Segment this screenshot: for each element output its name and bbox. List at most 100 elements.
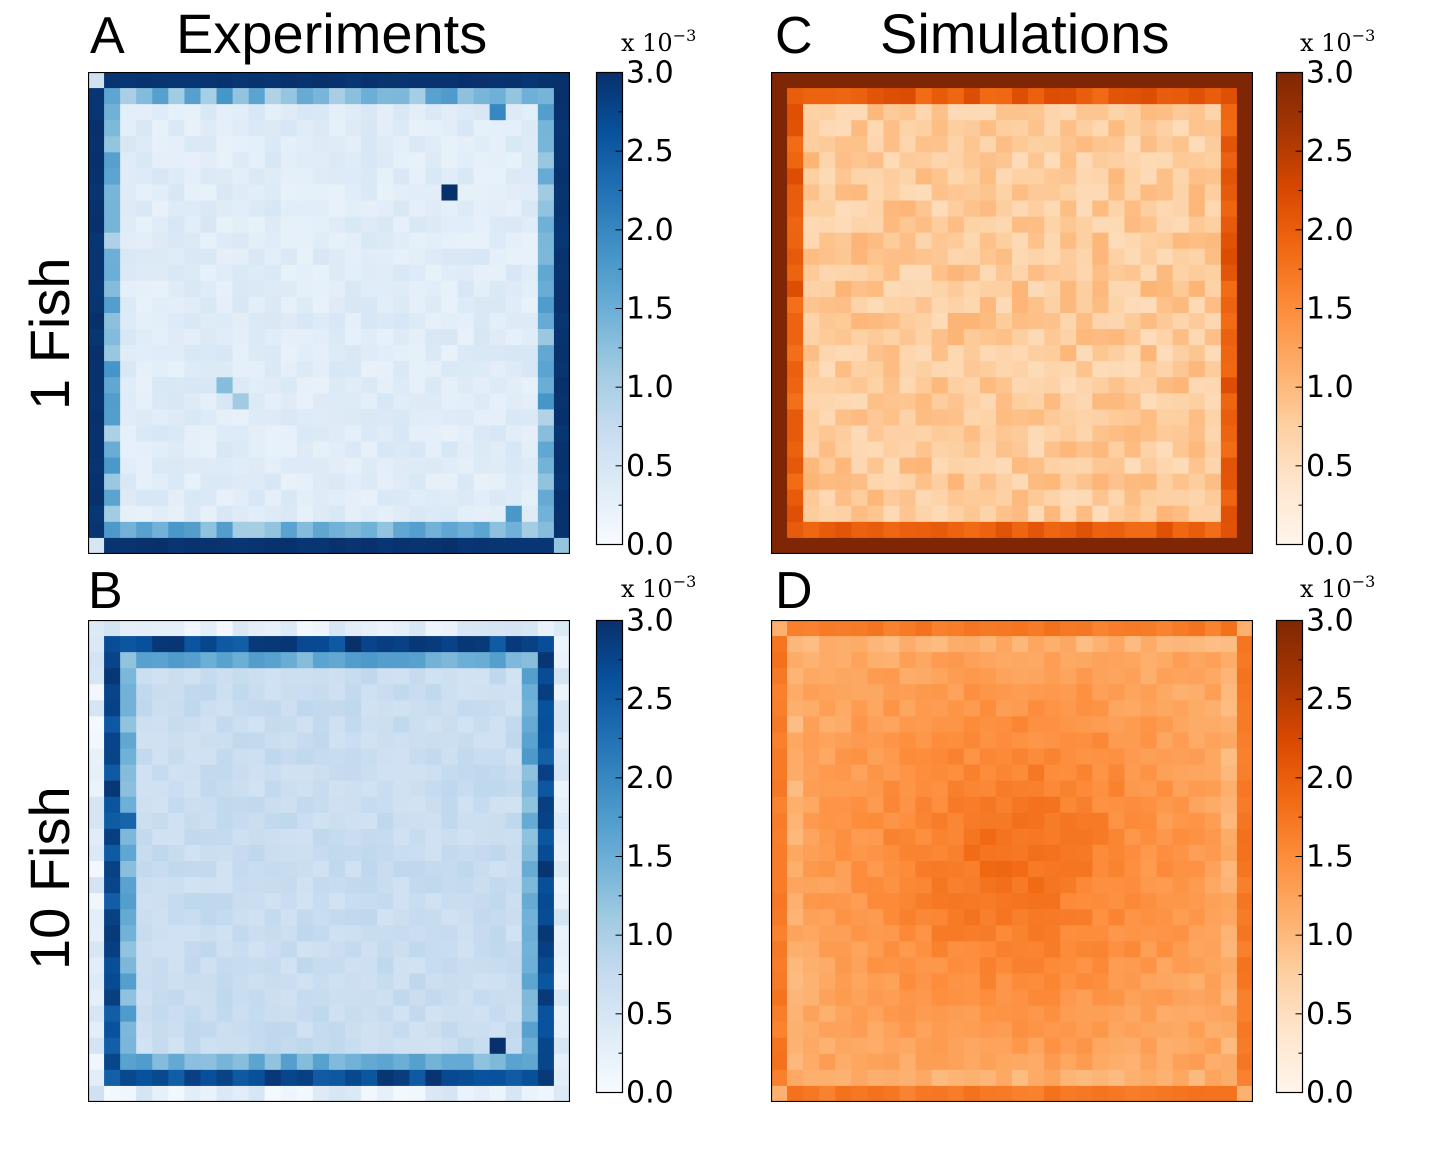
heatmap-cell: [120, 1053, 137, 1071]
heatmap-cell: [995, 700, 1013, 717]
heatmap-cell: [537, 168, 555, 186]
heatmap-cell: [521, 88, 539, 105]
heatmap-cell: [88, 393, 105, 410]
heatmap-cell: [899, 457, 917, 475]
heatmap-cell: [88, 989, 105, 1007]
heatmap-cell: [409, 636, 426, 653]
heatmap-cell: [947, 184, 965, 202]
heatmap-cell: [803, 345, 820, 362]
heatmap-cell: [296, 941, 314, 958]
heatmap-cell: [1060, 248, 1077, 266]
heatmap-cell: [1124, 457, 1142, 475]
colorbar-tick-label: 1.5: [1306, 292, 1354, 327]
heatmap-cell: [995, 636, 1013, 653]
heatmap-cell: [1236, 989, 1253, 1007]
heatmap-cell: [771, 1069, 788, 1087]
heatmap-cell: [1220, 104, 1238, 121]
heatmap-cell: [104, 909, 121, 926]
heatmap-cell: [1156, 393, 1174, 410]
heatmap-cell: [819, 716, 836, 734]
heatmap-cell: [1044, 216, 1061, 234]
heatmap-cell: [553, 1053, 570, 1071]
heatmap-cell: [819, 700, 836, 717]
heatmap-cell: [819, 1005, 836, 1023]
heatmap-cell: [168, 828, 185, 846]
heatmap-cell: [377, 136, 394, 153]
colorbar-tick-label: 3.0: [626, 56, 674, 91]
heatmap-cell: [1092, 957, 1109, 975]
heatmap-cell: [867, 489, 885, 507]
heatmap-cell: [867, 72, 885, 89]
heatmap-cell: [457, 925, 475, 942]
heatmap-cell: [979, 909, 997, 926]
heatmap-cell: [296, 652, 314, 669]
heatmap-cell: [393, 425, 410, 443]
heatmap-cell: [104, 764, 121, 782]
heatmap-cell: [409, 377, 426, 394]
heatmap-cell: [867, 361, 885, 378]
heatmap-cell: [88, 521, 105, 539]
heatmap-cell: [553, 377, 570, 394]
heatmap-cell: [521, 184, 539, 202]
heatmap-cell: [1156, 377, 1174, 394]
heatmap-cell: [345, 812, 362, 830]
heatmap-cell: [1028, 1069, 1045, 1087]
heatmap-cell: [425, 152, 443, 169]
heatmap-cell: [248, 136, 266, 153]
heatmap-cell: [1012, 313, 1029, 330]
heatmap-cell: [232, 780, 250, 798]
heatmap-cell: [345, 700, 362, 717]
heatmap-cell: [963, 441, 981, 459]
heatmap-cell: [168, 1037, 185, 1055]
heatmap-cell: [771, 521, 788, 539]
heatmap-cell: [899, 168, 917, 186]
heatmap-cell: [803, 668, 820, 685]
heatmap-cell: [553, 877, 570, 894]
heatmap-cell: [899, 973, 917, 991]
heatmap-cell: [505, 425, 523, 443]
heatmap-cell: [771, 1037, 788, 1055]
heatmap-cell: [168, 377, 185, 394]
heatmap-cell: [489, 796, 507, 814]
heatmap-cell: [1220, 909, 1238, 926]
heatmap-cell: [835, 1037, 852, 1055]
heatmap-cell: [1092, 88, 1109, 105]
heatmap-cell: [489, 216, 507, 234]
heatmap-cell: [473, 700, 491, 717]
heatmap-cell: [505, 796, 523, 814]
heatmap-cell: [995, 989, 1013, 1007]
heatmap-cell: [457, 844, 475, 862]
heatmap-cell: [264, 764, 282, 782]
heatmap-cell: [168, 457, 185, 475]
heatmap-cell: [248, 620, 266, 637]
heatmap-cell: [1236, 88, 1253, 105]
heatmap-cell: [851, 1021, 868, 1039]
heatmap-cell: [963, 136, 981, 153]
heatmap-cell: [553, 120, 570, 137]
heatmap-cell: [377, 1037, 394, 1055]
heatmap-cell: [979, 668, 997, 685]
heatmap-cell: [216, 537, 234, 554]
heatmap-cell: [409, 329, 426, 346]
heatmap-cell: [152, 1037, 169, 1055]
heatmap-cell: [899, 473, 917, 491]
heatmap-cell: [248, 489, 266, 507]
heatmap-cell: [409, 764, 426, 782]
heatmap-cell: [1108, 72, 1126, 89]
heatmap-cell: [1140, 136, 1158, 153]
heatmap-cell: [1156, 877, 1174, 894]
heatmap-cell: [1060, 1021, 1077, 1039]
heatmap-cell: [931, 844, 949, 862]
heatmap-cell: [409, 780, 426, 798]
heatmap-cell: [312, 473, 330, 491]
heatmap-cell: [361, 684, 378, 701]
heatmap-cell: [1060, 1085, 1077, 1102]
heatmap-cell: [537, 861, 555, 878]
heatmap-cell: [1076, 925, 1093, 942]
heatmap-cell: [425, 684, 443, 701]
heatmap-cell: [184, 893, 202, 910]
heatmap-cell: [1092, 1037, 1109, 1055]
heatmap-cell: [899, 505, 917, 523]
heatmap-cell: [312, 232, 330, 250]
heatmap-cell: [425, 457, 443, 475]
